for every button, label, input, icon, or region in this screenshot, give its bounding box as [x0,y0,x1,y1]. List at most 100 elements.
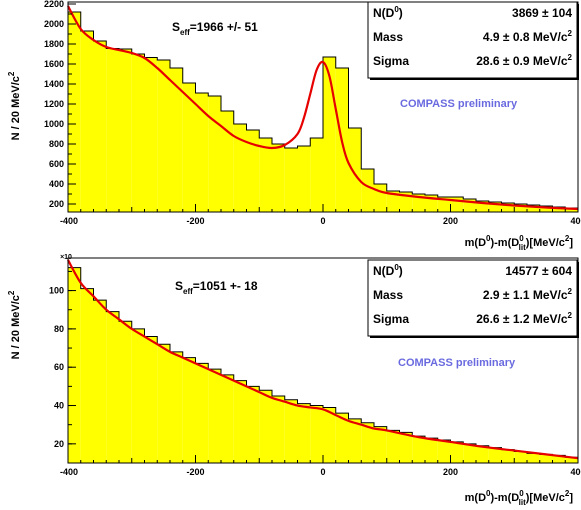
histogram-bar [323,407,336,463]
x-tick-label: 0 [320,216,325,226]
histogram-bar [272,395,285,463]
y-tick-label: 600 [49,159,64,169]
x-axis-label: m(D0)-m(D0 lit)[MeV/c2] [465,234,574,252]
y-tick-label: 40 [54,401,64,411]
histogram-bar [208,369,221,463]
histogram-bar [246,386,260,463]
histogram-bar [450,441,464,463]
x-tick-label: 400 [570,467,581,477]
stats-box-frame [367,259,578,337]
histogram-bar [119,49,132,212]
stats-value: 28.6 ± 0.9 MeV/c2 [476,53,572,68]
x-tick-label: -400 [60,467,78,477]
stats-key: Sigma [373,312,409,326]
x-tick-label: 400 [570,216,581,226]
histogram-bar [386,430,400,463]
y-exponent-label: ×10 [60,254,72,261]
histogram-bar [310,138,323,212]
histogram-bar [488,202,502,212]
histogram-bar [552,455,566,463]
histogram-bar [157,344,170,463]
histogram-bar [514,451,527,463]
histogram-bar [221,111,234,212]
y-tick-label: 2200 [44,0,64,9]
histogram-bar [501,203,515,212]
fit-curve [67,259,579,460]
histogram-bar [93,300,107,463]
fit-curve [67,5,579,211]
histogram-bar [284,399,298,463]
histogram-bar [412,194,425,212]
y-tick-label: 400 [49,179,64,189]
histogram-bar [80,31,94,212]
stats-value: 3869 ± 104 [512,6,572,20]
x-tick-label: 0 [320,467,325,477]
y-tick-label: 200 [49,199,64,209]
histogram-bar [106,48,119,212]
y-tick-label: 800 [49,139,64,149]
stats-key: Mass [373,30,403,44]
histogram-bar [476,445,489,463]
histogram-bar [297,403,311,463]
histogram-bar [144,336,158,463]
x-tick-label: -200 [186,216,204,226]
stats-key: Mass [373,288,403,302]
histogram-bar [527,453,540,463]
stats-box: N(D0) 3869 ± 104 Mass 4.9 ± 0.8 MeV/c2 Sigma… [367,1,579,80]
histogram-bar [310,405,323,463]
histogram-bar [170,68,183,212]
compass-preliminary-label: COMPASS preliminary [400,98,518,110]
histogram-bar [335,413,349,463]
x-tick-label: -400 [60,216,78,226]
histogram-bar [539,454,553,463]
histogram-bar [437,440,451,463]
histogram-bar [501,449,515,463]
histogram-bar [144,57,158,212]
histogram-bar [233,380,247,463]
histogram-bar [80,288,94,463]
histogram-bar [93,41,107,212]
stats-key: Sigma [373,54,409,68]
y-tick-label: 100 [49,286,64,296]
histogram-bar [195,363,209,463]
histogram-bar [348,418,362,463]
chart-panel-2: -400 -200 0 200 400 20 40 60 80 100 ×10 N / 20 MeV/… [7,254,581,507]
histogram-bar [119,321,132,463]
histogram-bar [565,208,578,212]
x-axis-label: m(D0)-m(D0 lit)[MeV/c2] [465,489,574,507]
histogram-bar [463,443,476,463]
histogram-bars [68,267,578,463]
histogram-bar [476,201,489,212]
histogram-bar [514,204,527,212]
y-axis-label: N / 20 MeV/c2 [7,290,22,359]
stats-value: 4.9 ± 0.8 MeV/c2 [483,29,573,44]
histogram-bar [488,447,502,463]
stats-box: N(D0) 14577 ± 604 Mass 2.9 ± 1.1 MeV/c2 Sigm… [367,259,579,338]
histogram-bar [374,184,387,212]
stats-box-frame [367,1,578,79]
histogram-bar [157,60,170,212]
histogram-bar [106,311,119,463]
x-tick-label: -200 [186,467,204,477]
histogram-bar [348,128,362,212]
y-tick-label: 60 [54,362,64,372]
histogram-bar [259,138,272,212]
histogram-bar [284,148,298,212]
y-axis-label: N / 20 MeV/c2 [7,71,22,140]
chart-panel-1: -400 -200 0 200 400 200 400 600 800 1000 1200 1400 1… [7,0,581,252]
histogram-bar [386,191,400,212]
histogram-bar [272,144,285,212]
histogram-bar [221,374,234,463]
histogram-bar [399,432,413,463]
histogram-bar [233,124,247,212]
y-tick-label: 1000 [44,119,64,129]
x-tick-label: 200 [443,467,458,477]
y-tick-label: 1800 [44,39,64,49]
y-tick-label: 80 [54,324,64,334]
histogram-bar [552,207,566,212]
histogram-bar [412,436,425,463]
histogram-bar [68,267,81,463]
x-tick-label: 200 [443,216,458,226]
seff-label: Seff=1051 +- 18 [175,279,258,296]
